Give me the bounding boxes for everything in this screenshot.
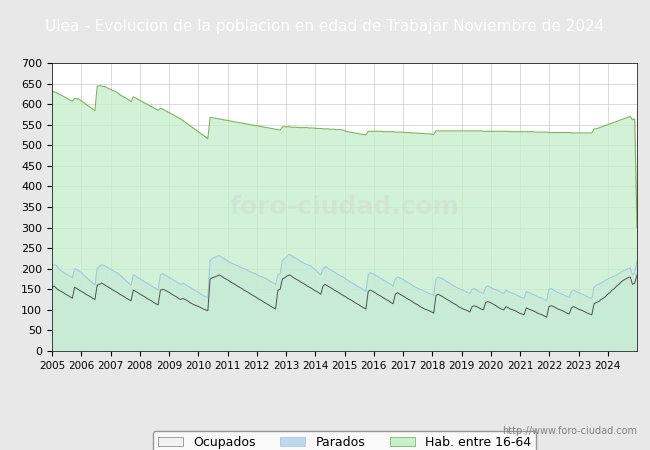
Text: http://www.foro-ciudad.com: http://www.foro-ciudad.com (502, 427, 637, 436)
Text: Ulea - Evolucion de la poblacion en edad de Trabajar Noviembre de 2024: Ulea - Evolucion de la poblacion en edad… (46, 19, 605, 35)
Legend: Ocupados, Parados, Hab. entre 16-64: Ocupados, Parados, Hab. entre 16-64 (153, 431, 536, 450)
Text: foro-ciudad.com: foro-ciudad.com (229, 195, 460, 219)
